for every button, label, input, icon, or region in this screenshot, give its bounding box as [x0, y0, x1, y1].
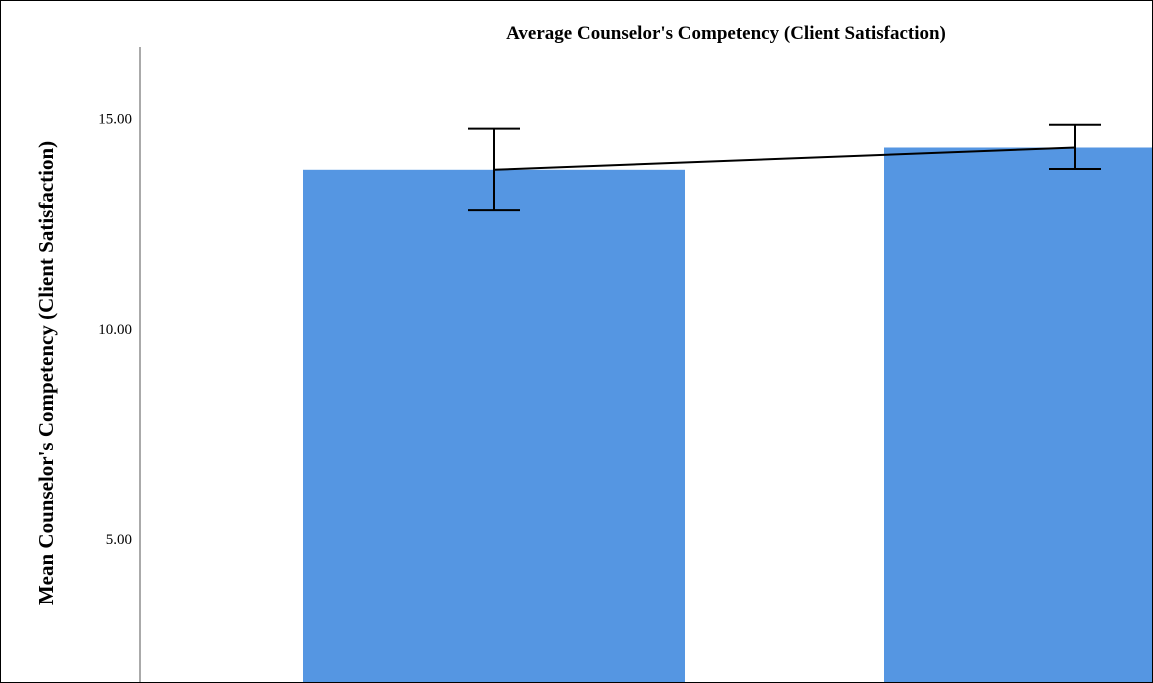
bars-layer — [303, 147, 1152, 682]
error-bars-layer — [468, 123, 1101, 212]
y-tick-label: 10.00 — [98, 322, 132, 338]
y-axis-label: Mean Counselor's Competency (Client Sati… — [34, 141, 58, 605]
mean-line — [493, 146, 1076, 171]
y-axis: 5.00 10.00 15.00 — [98, 47, 141, 682]
bar-1 — [303, 169, 685, 682]
y-tick-label: 15.00 — [98, 111, 132, 127]
bar-2 — [884, 147, 1152, 682]
y-tick-label: 5.00 — [106, 532, 132, 548]
chart-title: Average Counselor's Competency (Client S… — [506, 23, 946, 44]
mean-line-layer — [493, 146, 1076, 171]
